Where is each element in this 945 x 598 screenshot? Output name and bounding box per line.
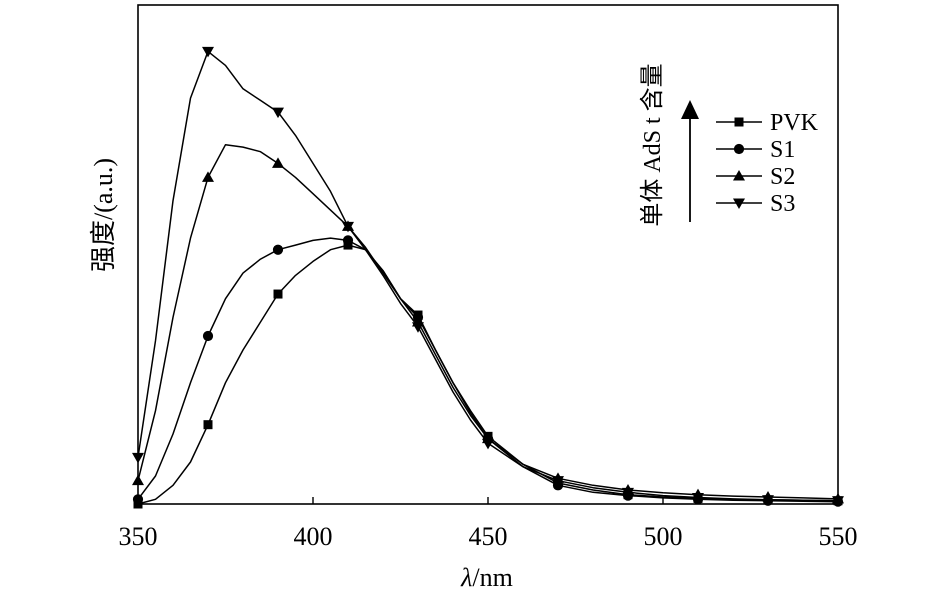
series-line-s3 — [137, 50, 839, 502]
content-annotation: 单体 AdS t 含量 — [639, 63, 666, 226]
series-line-s1 — [137, 237, 839, 503]
legend-marker-s3 — [733, 198, 745, 209]
legend-label-s3: S3 — [770, 191, 795, 217]
data-point-s3 — [762, 495, 774, 506]
y-axis-title: 强度/(a.u.) — [89, 158, 118, 272]
legend-marker-s2 — [733, 170, 745, 181]
data-point-pvk — [273, 289, 283, 299]
legend-marker-s1 — [733, 143, 745, 155]
increase-arrow-head — [681, 100, 699, 119]
plot-frame — [137, 4, 839, 505]
x-axis-title-var: λ — [460, 563, 472, 592]
x-tick-label: 500 — [644, 522, 683, 551]
data-point-s2 — [272, 157, 284, 168]
series-line-pvk — [137, 244, 839, 505]
data-point-s2 — [132, 474, 144, 486]
data-point-s3 — [272, 107, 284, 119]
series-layer — [132, 46, 844, 509]
legend-label-pvk: PVK — [770, 110, 819, 136]
x-axis-ticks: 350 400 450 500 550 — [119, 497, 858, 551]
x-axis-title-unit: /nm — [472, 563, 512, 592]
x-tick-label: 550 — [819, 522, 858, 551]
series-s1 — [132, 235, 844, 507]
x-axis-title: λ/nm — [460, 563, 513, 592]
x-tick-label: 400 — [294, 522, 333, 551]
data-point-pvk — [203, 420, 213, 430]
data-point-s2 — [202, 171, 214, 182]
data-point-s3 — [482, 438, 494, 450]
series-line-s2 — [137, 143, 839, 500]
data-point-s3 — [202, 46, 214, 58]
legend-marker-pvk — [734, 117, 744, 127]
data-point-s3 — [832, 496, 844, 507]
data-point-s1 — [202, 330, 214, 342]
series-s3 — [132, 46, 844, 507]
data-point-s3 — [132, 452, 144, 464]
legend-label-s2: S2 — [770, 164, 795, 190]
data-point-s3 — [692, 492, 704, 504]
data-point-s1 — [272, 244, 284, 255]
series-pvk — [133, 240, 843, 509]
data-point-s3 — [622, 487, 634, 499]
x-tick-label: 350 — [119, 522, 158, 551]
data-point-s3 — [552, 476, 564, 487]
x-tick-label: 450 — [469, 522, 508, 551]
data-point-s3 — [412, 322, 424, 333]
data-point-s1 — [342, 235, 354, 246]
data-point-s3 — [342, 221, 354, 233]
legend-label-s1: S1 — [770, 137, 795, 163]
data-point-s1 — [132, 494, 144, 505]
